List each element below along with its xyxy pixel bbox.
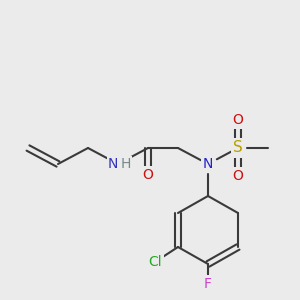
Text: N: N — [203, 157, 213, 171]
Text: H: H — [121, 157, 131, 171]
Text: O: O — [142, 168, 153, 182]
Text: O: O — [232, 113, 243, 127]
Text: O: O — [232, 169, 243, 183]
Text: N: N — [108, 157, 118, 171]
Text: Cl: Cl — [148, 255, 162, 269]
Text: S: S — [233, 140, 243, 155]
Text: F: F — [204, 277, 212, 291]
